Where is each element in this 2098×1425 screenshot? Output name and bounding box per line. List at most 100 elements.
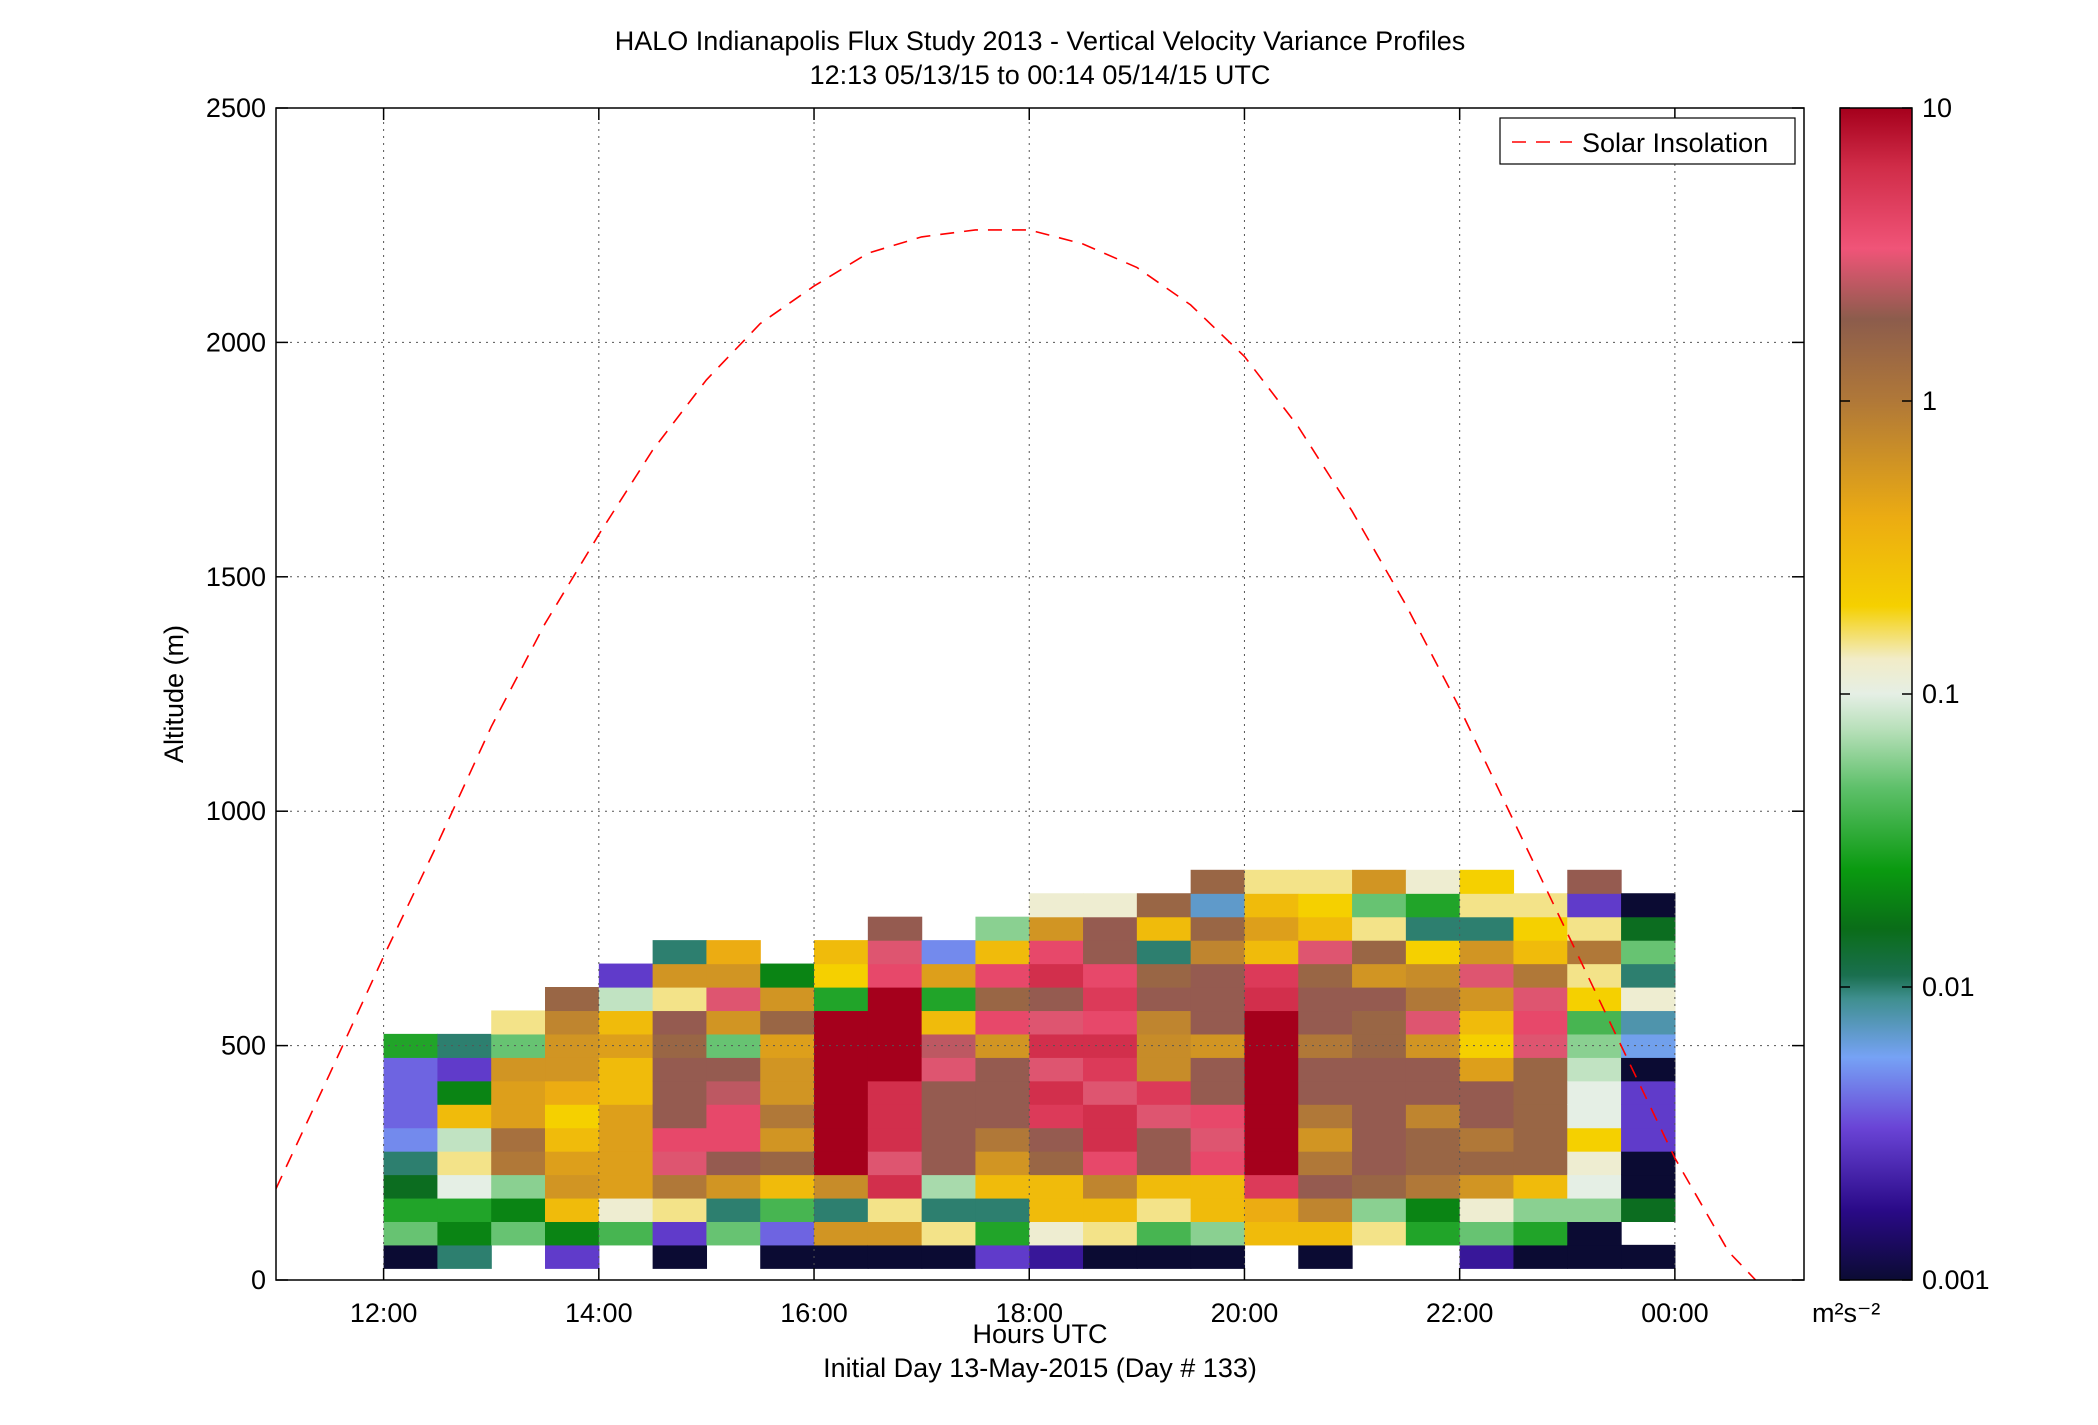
heatmap-cell xyxy=(1513,1244,1568,1269)
heatmap-cell xyxy=(545,987,600,1012)
heatmap-cell xyxy=(1459,1127,1515,1152)
heatmap-cell xyxy=(1459,1244,1515,1269)
heatmap-cell xyxy=(1405,1057,1461,1082)
heatmap-cell xyxy=(1298,1127,1353,1152)
heatmap-cell xyxy=(1405,1033,1461,1058)
heatmap-cell xyxy=(760,1244,815,1269)
heatmap-cell xyxy=(1029,963,1084,988)
heatmap-cell xyxy=(1621,940,1676,965)
heatmap-cell xyxy=(1621,963,1676,988)
heatmap-cell xyxy=(1405,916,1461,941)
heatmap-cell xyxy=(975,963,1030,988)
heatmap-cell xyxy=(706,1174,761,1199)
heatmap-cell xyxy=(598,963,654,988)
heatmap-cell xyxy=(1567,893,1622,918)
x-tick-label: 18:00 xyxy=(995,1298,1063,1328)
heatmap-cell xyxy=(1136,893,1192,918)
heatmap-cell xyxy=(1567,940,1622,965)
heatmap-cell xyxy=(383,1174,439,1199)
heatmap-cell xyxy=(814,1221,869,1246)
heatmap-cell xyxy=(1567,916,1622,941)
heatmap-cell xyxy=(760,1010,815,1035)
heatmap-cell xyxy=(706,1104,761,1129)
heatmap-cell xyxy=(760,1104,815,1129)
heatmap-cell xyxy=(1567,1244,1622,1269)
heatmap-cell xyxy=(921,1197,977,1222)
heatmap-cell xyxy=(1029,1221,1084,1246)
heatmap-cell xyxy=(1136,916,1192,941)
colorbar: 0.001 0.01 0.1 1 10 m²s⁻² xyxy=(1812,93,1990,1328)
heatmap-cell xyxy=(1405,940,1461,965)
heatmap-cell xyxy=(1083,987,1138,1012)
heatmap-cell xyxy=(652,1221,708,1246)
heatmap-cell xyxy=(975,1151,1030,1176)
heatmap-cell xyxy=(1352,940,1407,965)
heatmap-cell xyxy=(1190,963,1246,988)
heatmap-cell xyxy=(1244,1174,1299,1199)
heatmap-cell xyxy=(1298,963,1353,988)
heatmap-cell xyxy=(1244,987,1299,1012)
heatmap-cell xyxy=(921,1127,977,1152)
heatmap-cell xyxy=(1513,1197,1568,1222)
heatmap-cell xyxy=(1567,1010,1622,1035)
heatmap-cell xyxy=(921,987,977,1012)
heatmap-cell xyxy=(1513,1033,1568,1058)
x-axis-label: Hours UTC xyxy=(972,1319,1107,1349)
x-tick-label: 16:00 xyxy=(780,1298,848,1328)
heatmap-cell xyxy=(1298,1057,1353,1082)
heatmap-cell xyxy=(867,1151,923,1176)
heatmap-cell xyxy=(598,987,654,1012)
heatmap-cell xyxy=(1083,893,1138,918)
heatmap-cell xyxy=(1083,1010,1138,1035)
heatmap-cell xyxy=(1136,1151,1192,1176)
heatmap-cell xyxy=(1621,893,1676,918)
heatmap-cell xyxy=(867,1080,923,1105)
heatmap-cell xyxy=(1083,1197,1138,1222)
heatmap-cell xyxy=(1244,1104,1299,1129)
heatmap-cell xyxy=(975,1080,1030,1105)
heatmap-cell xyxy=(1244,940,1299,965)
heatmap-cell xyxy=(1029,987,1084,1012)
legend-label-solar-insolation: Solar Insolation xyxy=(1582,128,1768,158)
heatmap-cell xyxy=(1621,1104,1676,1129)
heatmap-cell xyxy=(1352,1057,1407,1082)
heatmap-cell xyxy=(383,1057,439,1082)
heatmap-cell xyxy=(1190,1104,1246,1129)
heatmap-cell xyxy=(1298,1033,1353,1058)
heatmap-cell xyxy=(1621,1127,1676,1152)
legend-box xyxy=(1499,117,1796,165)
heatmap-cell xyxy=(437,1057,492,1082)
heatmap-cell xyxy=(652,1244,708,1269)
heatmap-cell xyxy=(1459,1033,1515,1058)
colorbar-unit-label: m²s⁻² xyxy=(1812,1298,1880,1328)
colorbar-ticks: 0.001 0.01 0.1 1 10 xyxy=(1840,93,1990,1295)
heatmap-cell xyxy=(921,1151,977,1176)
heatmap-cell xyxy=(1083,1104,1138,1129)
heatmap-cell xyxy=(1029,1197,1084,1222)
heatmap-cell xyxy=(1244,1127,1299,1152)
heatmap-cell xyxy=(867,963,923,988)
heatmap-cell xyxy=(921,1174,977,1199)
heatmap-cell xyxy=(1298,1221,1353,1246)
heatmap-cell xyxy=(1190,987,1246,1012)
heatmap-cell xyxy=(1621,1197,1676,1222)
heatmap-cell xyxy=(383,1197,439,1222)
heatmap-cell xyxy=(814,940,869,965)
heatmap-cell xyxy=(1459,1151,1515,1176)
heatmap-cell xyxy=(1190,1197,1246,1222)
heatmap-cell xyxy=(383,1080,439,1105)
heatmap-cell xyxy=(1136,1057,1192,1082)
heatmap-cell xyxy=(706,987,761,1012)
heatmap-cell xyxy=(814,1174,869,1199)
heatmap-cell xyxy=(921,940,977,965)
heatmap-cell xyxy=(1244,869,1299,894)
heatmap-cell xyxy=(1298,1244,1353,1269)
heatmap-cell xyxy=(867,1174,923,1199)
heatmap-cell xyxy=(1352,1127,1407,1152)
heatmap-cell xyxy=(1298,1174,1353,1199)
heatmap-cell xyxy=(1029,893,1084,918)
heatmap-cell xyxy=(1190,1057,1246,1082)
heatmap-cell xyxy=(706,1010,761,1035)
heatmap-cell xyxy=(1405,1197,1461,1222)
